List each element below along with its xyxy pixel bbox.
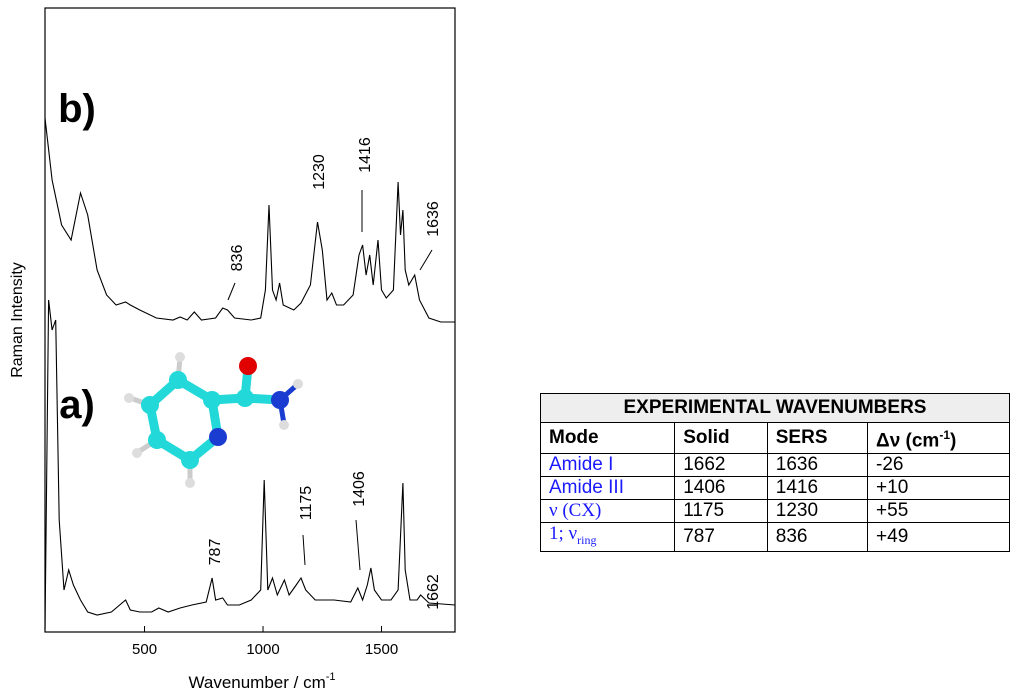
header-cell: Mode xyxy=(541,423,675,454)
y-axis-label: Raman Intensity xyxy=(9,262,26,378)
annotation: 1406 xyxy=(351,471,368,507)
value-cell: 1175 xyxy=(675,500,768,523)
mode-text: 1; ν xyxy=(549,523,577,544)
value-cell: 787 xyxy=(675,523,768,552)
spectrum-line xyxy=(45,300,455,630)
mode-text: Amide III xyxy=(549,477,624,498)
annotation: 787 xyxy=(207,539,224,566)
value-cell: 1406 xyxy=(675,477,768,500)
mode-cell: Amide III xyxy=(541,477,675,500)
value-cell: +10 xyxy=(868,477,1010,500)
x-tick-label: 500 xyxy=(132,641,157,658)
annotation-leader xyxy=(303,535,305,565)
annotation-leader xyxy=(356,520,360,570)
header-cell: Solid xyxy=(675,423,768,454)
header-tail: ) xyxy=(950,430,956,451)
x-axis-label: Wavenumber / cm-1 xyxy=(188,671,335,692)
annotation: 1175 xyxy=(298,486,315,521)
chart: Wavenumber / cm-1 Raman Intensity 500100… xyxy=(0,0,1014,695)
x-axis-label-sup: -1 xyxy=(326,671,336,683)
value-cell: 1230 xyxy=(767,500,867,523)
value-cell: +49 xyxy=(868,523,1010,552)
mode-sub: ring xyxy=(577,533,596,547)
mode-cell: 1; νring xyxy=(541,523,675,552)
x-tick-label: 1500 xyxy=(365,641,398,658)
annotation: b) xyxy=(58,87,96,131)
header-sup: -1 xyxy=(939,428,950,442)
annotation: 1662 xyxy=(425,574,442,610)
value-cell: 836 xyxy=(767,523,867,552)
molecule xyxy=(124,352,303,488)
mode-text: ν (CX) xyxy=(549,500,601,521)
page: {"chart_data": {"type": "line", "xlabel"… xyxy=(0,0,1014,695)
x-tick-label: 1000 xyxy=(246,641,279,658)
wavenumber-table: EXPERIMENTAL WAVENUMBERS Mode Solid SERS… xyxy=(540,393,1010,552)
annotation: a) xyxy=(59,383,95,427)
value-cell: -26 xyxy=(868,454,1010,477)
value-cell: 1636 xyxy=(767,454,867,477)
annotation: 1636 xyxy=(425,201,442,237)
annotation: 1416 xyxy=(357,137,374,173)
x-axis-label-text: Wavenumber / cm xyxy=(188,673,325,692)
mode-cell: Amide I xyxy=(541,454,675,477)
value-cell: 1662 xyxy=(675,454,768,477)
annotation-leader xyxy=(420,250,432,270)
mode-cell: ν (CX) xyxy=(541,500,675,523)
annotation-leader xyxy=(228,283,235,300)
spectrum-line xyxy=(45,118,455,322)
annotation: 1230 xyxy=(311,154,328,190)
value-cell: 1416 xyxy=(767,477,867,500)
mode-text: Amide I xyxy=(549,454,613,475)
header-cell: Δν (cm-1) xyxy=(868,423,1010,454)
annotation: 836 xyxy=(229,245,246,272)
header-cell: SERS xyxy=(767,423,867,454)
table-title: EXPERIMENTAL WAVENUMBERS xyxy=(541,394,1010,423)
header-text: Δν (cm xyxy=(876,430,939,451)
value-cell: +55 xyxy=(868,500,1010,523)
